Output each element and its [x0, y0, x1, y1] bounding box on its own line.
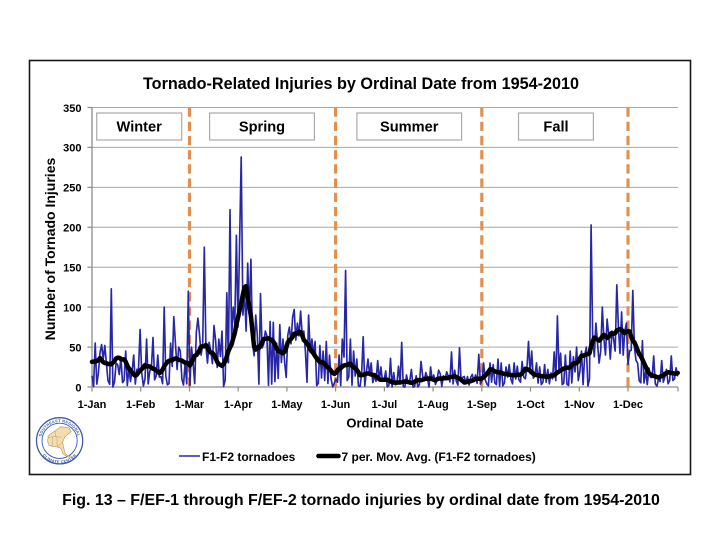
svg-text:Summer: Summer: [380, 120, 439, 136]
svg-text:Ordinal Date: Ordinal Date: [346, 415, 423, 430]
svg-text:7 per. Mov. Avg. (F1-F2 tornad: 7 per. Mov. Avg. (F1-F2 tornadoes): [342, 450, 536, 464]
svg-text:1-Nov: 1-Nov: [564, 399, 595, 411]
svg-text:250: 250: [63, 183, 81, 195]
svg-text:1-Mar: 1-Mar: [175, 399, 205, 411]
svg-text:1-Dec: 1-Dec: [613, 399, 643, 411]
svg-text:Number of Tornado Injuries: Number of Tornado Injuries: [42, 158, 58, 341]
svg-text:1-Sep: 1-Sep: [467, 399, 497, 411]
svg-text:100: 100: [63, 302, 81, 314]
svg-text:0: 0: [75, 382, 81, 394]
svg-text:350: 350: [63, 103, 81, 115]
svg-text:Fall: Fall: [543, 120, 568, 136]
svg-text:Fig. 13 – F/EF-1 through F/EF-: Fig. 13 – F/EF-1 through F/EF-2 tornado …: [62, 492, 660, 509]
svg-text:50: 50: [69, 342, 81, 354]
svg-text:300: 300: [63, 143, 81, 155]
svg-text:1-Apr: 1-Apr: [224, 399, 253, 411]
svg-text:F1-F2 tornadoes: F1-F2 tornadoes: [202, 450, 296, 464]
svg-text:1-Feb: 1-Feb: [126, 399, 156, 411]
svg-text:Tornado-Related Injuries by Or: Tornado-Related Injuries by Ordinal Date…: [143, 75, 579, 93]
svg-text:1-Jun: 1-Jun: [321, 399, 351, 411]
svg-text:1-May: 1-May: [271, 399, 303, 411]
svg-text:Spring: Spring: [239, 120, 285, 136]
svg-text:1-Jan: 1-Jan: [78, 399, 107, 411]
svg-text:200: 200: [63, 223, 81, 235]
svg-text:150: 150: [63, 263, 81, 275]
svg-text:1-Jul: 1-Jul: [372, 399, 398, 411]
svg-text:1-Oct: 1-Oct: [516, 399, 544, 411]
svg-text:1-Aug: 1-Aug: [418, 399, 449, 411]
svg-text:Winter: Winter: [117, 120, 163, 136]
